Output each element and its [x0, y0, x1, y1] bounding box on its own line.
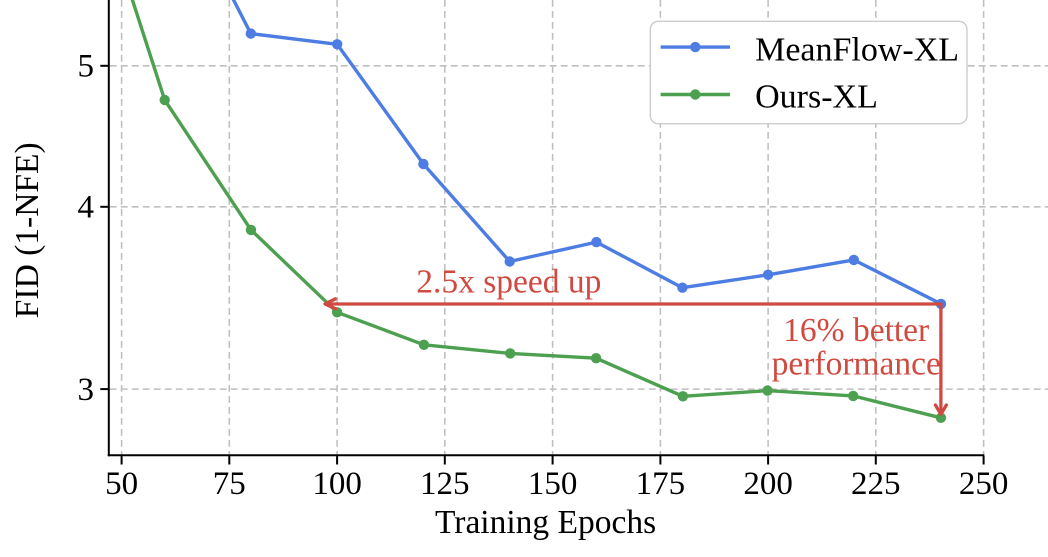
svg-text:100: 100 — [312, 466, 362, 502]
svg-text:150: 150 — [528, 466, 578, 502]
svg-text:5: 5 — [78, 49, 95, 85]
svg-text:50: 50 — [105, 466, 138, 502]
svg-text:200: 200 — [743, 466, 793, 502]
svg-text:performance: performance — [772, 346, 941, 383]
svg-text:4: 4 — [78, 190, 95, 226]
svg-text:75: 75 — [213, 466, 246, 502]
svg-text:Training Epochs: Training Epochs — [435, 504, 656, 541]
svg-text:175: 175 — [636, 466, 686, 502]
svg-text:3: 3 — [78, 372, 95, 408]
svg-text:MeanFlow-XL: MeanFlow-XL — [755, 31, 959, 68]
svg-text:2.5x speed up: 2.5x speed up — [416, 263, 601, 300]
svg-text:Ours-XL: Ours-XL — [755, 79, 878, 116]
svg-text:FID (1-NFE): FID (1-NFE) — [9, 142, 46, 318]
svg-text:225: 225 — [851, 466, 901, 502]
svg-text:16% better: 16% better — [783, 312, 929, 349]
svg-text:250: 250 — [959, 466, 1009, 502]
svg-text:125: 125 — [420, 466, 470, 502]
